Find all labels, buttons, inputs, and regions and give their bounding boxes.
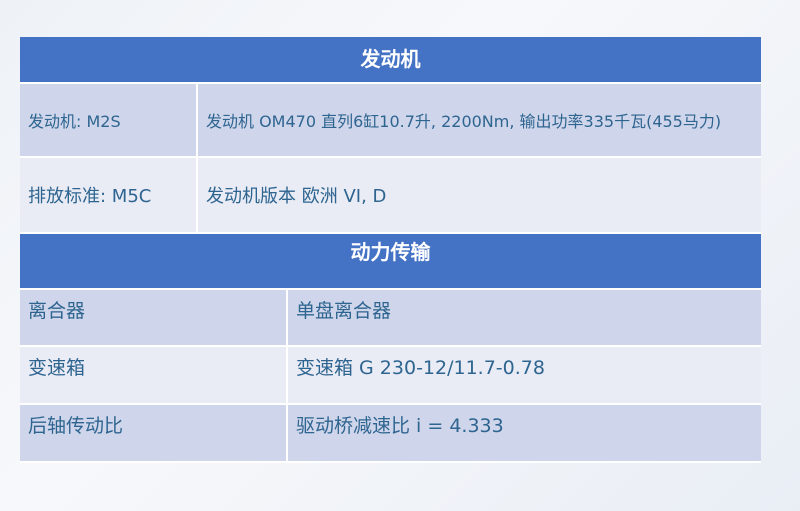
- section-header-transmission: 动力传输: [20, 234, 761, 290]
- spec-table: 发动机 发动机: M2S 发动机 OM470 直列6缸10.7升, 2200Nm…: [20, 37, 761, 463]
- section-header-engine: 发动机: [20, 37, 761, 84]
- table-row: 后轴传动比 驱动桥减速比 i = 4.333: [20, 405, 761, 463]
- table-row: 离合器 单盘离合器: [20, 290, 761, 347]
- table-row: 变速箱 变速箱 G 230-12/11.7-0.78: [20, 347, 761, 405]
- row-value: 发动机版本 欧洲 VI, D: [206, 186, 387, 207]
- row-value: 驱动桥减速比 i = 4.333: [296, 415, 504, 437]
- row-label: 后轴传动比: [20, 405, 288, 461]
- table-row: 排放标准: M5C 发动机版本 欧洲 VI, D: [20, 158, 761, 234]
- row-value: 发动机 OM470 直列6缸10.7升, 2200Nm, 输出功率335千瓦(4…: [206, 112, 722, 131]
- row-label: 发动机: M2S: [20, 84, 198, 156]
- table-row: 发动机: M2S 发动机 OM470 直列6缸10.7升, 2200Nm, 输出…: [20, 84, 761, 158]
- row-label: 离合器: [20, 290, 288, 345]
- row-label: 排放标准: M5C: [20, 158, 198, 232]
- row-value: 单盘离合器: [296, 300, 392, 322]
- row-label: 变速箱: [20, 347, 288, 403]
- row-value: 变速箱 G 230-12/11.7-0.78: [296, 357, 545, 379]
